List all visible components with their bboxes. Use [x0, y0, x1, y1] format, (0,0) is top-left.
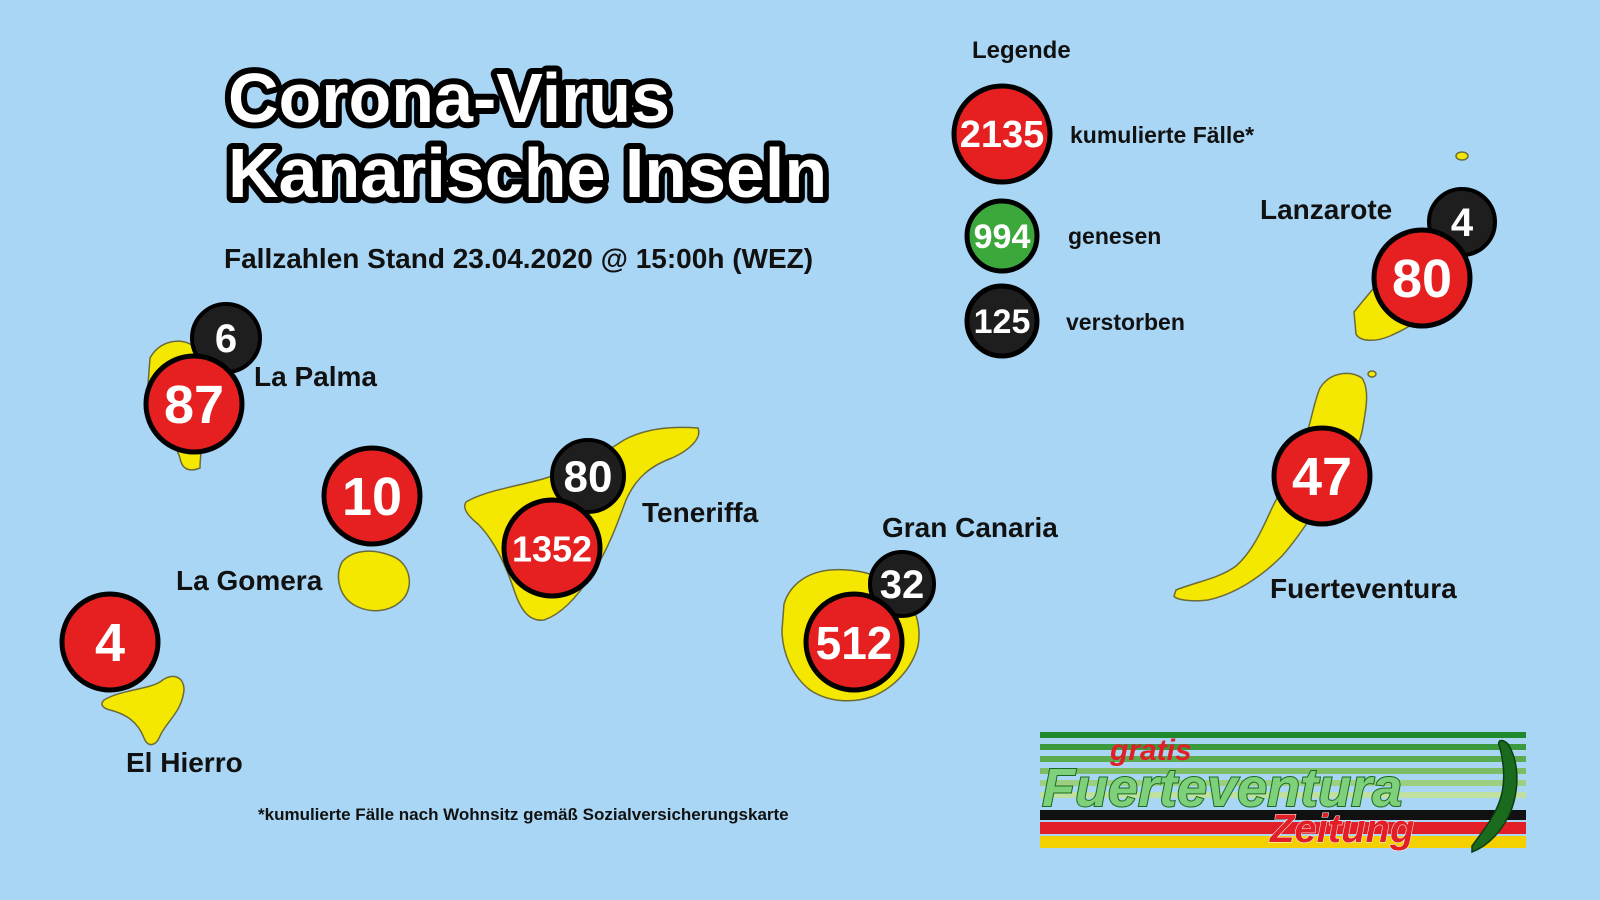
- gran-canaria-deaths-bubble: [868, 550, 936, 618]
- marker-gran-canaria: 32 512 Gran Canaria: [803, 512, 1058, 693]
- logo-gratis: gratis: [1109, 734, 1192, 767]
- teneriffa-deaths-bubble: [550, 438, 626, 514]
- lanzarote-cases-bubble: [1371, 227, 1473, 329]
- marker-la-palma: 6 87 La Palma: [143, 302, 377, 455]
- fuerteventura-cases-bubble: [1271, 425, 1373, 527]
- legend-cases-bubble: [951, 83, 1053, 185]
- legend-recovered-bubble: [964, 198, 1040, 274]
- lanzarote-deaths-value: 4: [1451, 201, 1474, 245]
- la-palma-cases-bubble: [143, 353, 245, 455]
- marker-fuerteventura: 47 Fuerteventura: [1270, 425, 1457, 604]
- teneriffa-label: Teneriffa: [642, 497, 759, 528]
- lanzarote-label: Lanzarote: [1260, 194, 1392, 225]
- footnote: *kumulierte Fälle nach Wohnsitz gemäß So…: [258, 805, 789, 824]
- la-palma-cases-value: 87: [164, 375, 224, 435]
- teneriffa-cases-value: 1352: [512, 529, 592, 570]
- title-line-1: Corona-Virus: [228, 59, 670, 137]
- el-hierro-cases-bubble: [59, 591, 161, 693]
- page-subtitle: Fallzahlen Stand 23.04.2020 @ 15:00h (WE…: [224, 243, 813, 274]
- island-lobos: [1367, 370, 1377, 378]
- el-hierro-cases-value: 4: [95, 613, 125, 673]
- marker-la-gomera: 10 La Gomera: [176, 445, 423, 596]
- la-gomera-label: La Gomera: [176, 565, 323, 596]
- la-gomera-cases-bubble: [321, 445, 423, 547]
- la-palma-deaths-value: 6: [215, 317, 237, 361]
- legend-recovered-label: genesen: [1068, 223, 1161, 249]
- legend-heading: Legende: [972, 37, 1071, 64]
- legend: Legende 2135 kumulierte Fälle* 994 genes…: [951, 37, 1254, 359]
- fuerteventura-label: Fuerteventura: [1270, 573, 1457, 604]
- teneriffa-cases-bubble: [501, 497, 603, 599]
- la-gomera-cases-value: 10: [342, 467, 402, 527]
- logo-island-icon: [1471, 739, 1518, 854]
- legend-recovered-value: 994: [974, 218, 1031, 256]
- marker-lanzarote: 4 80 Lanzarote: [1260, 187, 1497, 329]
- lanzarote-cases-value: 80: [1392, 249, 1452, 309]
- gran-canaria-label: Gran Canaria: [882, 512, 1058, 543]
- la-palma-label: La Palma: [254, 361, 377, 392]
- marker-el-hierro: 4 El Hierro: [59, 591, 243, 778]
- logo-title: Fuerteventura: [1042, 758, 1402, 818]
- logo-subtitle: Zeitung: [1269, 807, 1414, 851]
- gran-canaria-cases-bubble: [803, 591, 905, 693]
- gran-canaria-deaths-value: 32: [880, 563, 925, 607]
- island-la-gomera: [337, 550, 411, 612]
- legend-deaths-value: 125: [974, 303, 1031, 341]
- legend-deaths-label: verstorben: [1066, 309, 1185, 335]
- island-el-hierro: [101, 675, 185, 746]
- island-graciosa: [1455, 151, 1469, 161]
- title-line-2: Kanarische Inseln: [228, 134, 827, 212]
- logo-stripes: [1040, 732, 1526, 848]
- legend-cases-value: 2135: [960, 114, 1045, 156]
- gran-canaria-cases-value: 512: [816, 617, 893, 669]
- teneriffa-deaths-value: 80: [564, 453, 613, 502]
- legend-deaths-bubble: [964, 283, 1040, 359]
- legend-cases-label: kumulierte Fälle*: [1070, 122, 1254, 148]
- marker-teneriffa: 80 1352 Teneriffa: [501, 438, 759, 599]
- el-hierro-label: El Hierro: [126, 747, 243, 778]
- fuerteventura-cases-value: 47: [1292, 447, 1352, 507]
- newspaper-logo: gratis Fuerteventura Zeitung: [1040, 732, 1526, 854]
